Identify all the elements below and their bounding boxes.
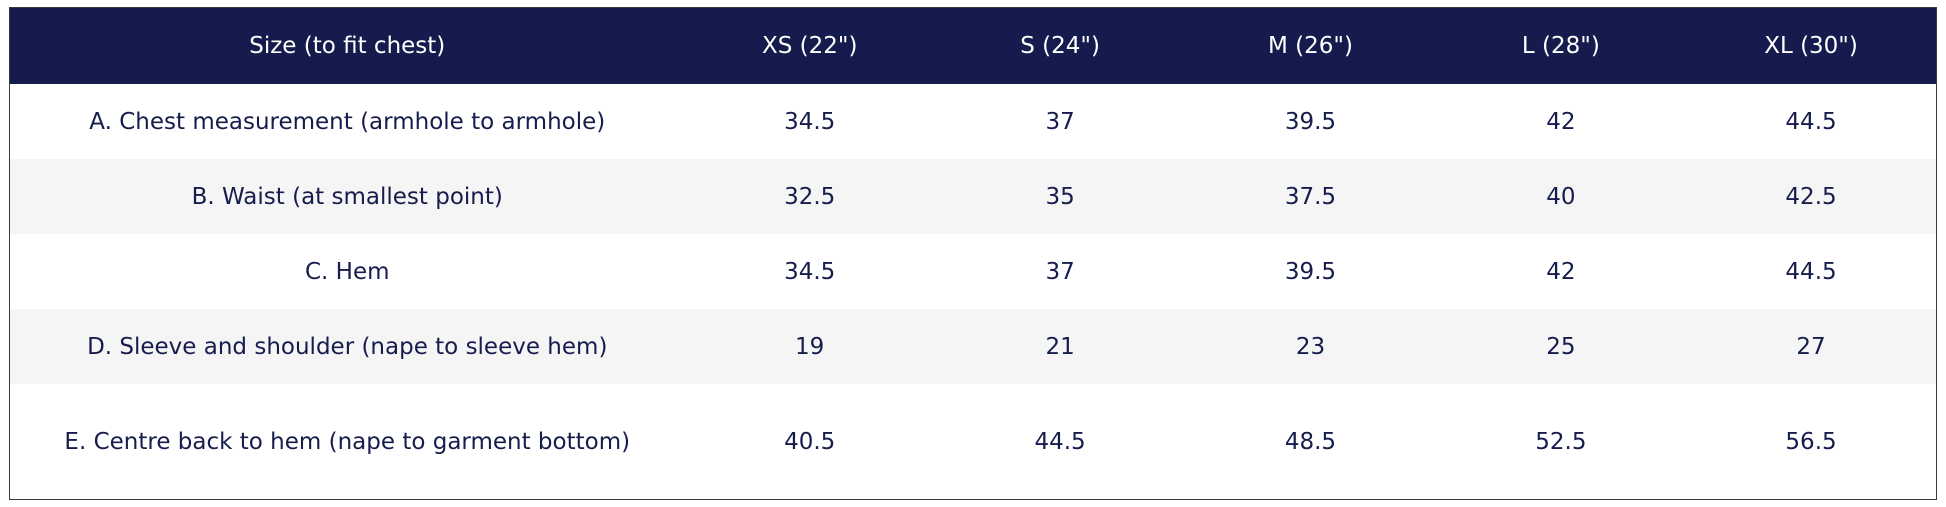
value: 40 (1546, 183, 1576, 210)
table-row: D. Sleeve and shoulder (nape to sleeve h… (9, 309, 1937, 384)
table-row: B. Waist (at smallest point) 32.5 35 37.5 40… (9, 159, 1937, 234)
value: 21 (1045, 333, 1075, 360)
value-cell: 34.5 (685, 84, 935, 159)
size-table: Size (to fit chest) XS (22") S (24") M (26"… (9, 7, 1937, 500)
value-cell: 19 (684, 309, 935, 384)
value-cell: 44.5 (1686, 84, 1936, 159)
value: 52.5 (1535, 428, 1587, 455)
value: 35 (1045, 183, 1075, 210)
row-label-cell: C. Hem (10, 234, 685, 309)
table-body: A. Chest measurement (armhole to armhole… (9, 84, 1937, 500)
header-cell: M (26") (1185, 7, 1436, 84)
header-cell: XS (22") (684, 7, 935, 84)
value: 42 (1546, 258, 1576, 285)
row-label-cell: A. Chest measurement (armhole to armhole… (10, 84, 685, 159)
value-cell: 39.5 (1185, 234, 1435, 309)
row-label-cell: B. Waist (at smallest point) (9, 159, 685, 234)
value: 34.5 (784, 108, 836, 135)
row-label: E. Centre back to hem (nape to garment b… (64, 428, 631, 455)
value: 42.5 (1785, 183, 1837, 210)
header-cell: S (24") (934, 7, 1186, 84)
value: 37 (1045, 258, 1075, 285)
value: 56.5 (1785, 428, 1837, 455)
row-label-cell: D. Sleeve and shoulder (nape to sleeve h… (9, 309, 685, 384)
value-cell: 35 (934, 159, 1186, 234)
value: 39.5 (1284, 108, 1337, 135)
value: 44.5 (1785, 258, 1837, 285)
value: 25 (1546, 333, 1576, 360)
value-cell: 42 (1436, 84, 1686, 159)
value-cell: 40.5 (685, 384, 935, 500)
value-cell: 44.5 (935, 384, 1185, 500)
value: 40.5 (784, 428, 836, 455)
value: 27 (1796, 333, 1826, 360)
value: 23 (1295, 333, 1326, 360)
value-cell: 48.5 (1185, 384, 1435, 500)
value-cell: 52.5 (1436, 384, 1686, 500)
value-cell: 25 (1435, 309, 1687, 384)
row-label: B. Waist (at smallest point) (191, 183, 503, 210)
row-label-cell: E. Centre back to hem (nape to garment b… (10, 384, 685, 500)
table-row: A. Chest measurement (armhole to armhole… (10, 84, 1937, 159)
header-row: Size (to fit chest) XS (22") S (24") M (26"… (9, 7, 1937, 84)
value: 44.5 (1785, 108, 1837, 135)
row-label: D. Sleeve and shoulder (nape to sleeve h… (87, 333, 608, 360)
value-cell: 37 (935, 234, 1185, 309)
value: 39.5 (1284, 258, 1337, 285)
value: 37 (1045, 108, 1075, 135)
value-cell: 37 (935, 84, 1185, 159)
value: 48.5 (1284, 428, 1337, 455)
value: 34.5 (784, 258, 836, 285)
value-cell: 32.5 (684, 159, 935, 234)
value-cell: 39.5 (1185, 84, 1435, 159)
row-label: A. Chest measurement (armhole to armhole… (89, 108, 606, 135)
value: 19 (795, 333, 825, 360)
value-cell: 42 (1436, 234, 1686, 309)
value: 44.5 (1034, 428, 1086, 455)
header-cell: Size (to fit chest) (9, 7, 685, 84)
value-cell: 21 (934, 309, 1186, 384)
value: 42 (1546, 108, 1576, 135)
header-cell: XL (30") (1686, 7, 1937, 84)
value-cell: 37.5 (1185, 159, 1436, 234)
value-cell: 34.5 (685, 234, 935, 309)
value-cell: 56.5 (1686, 384, 1936, 500)
value-cell: 23 (1185, 309, 1436, 384)
value-cell: 42.5 (1686, 159, 1937, 234)
value-cell: 40 (1435, 159, 1687, 234)
header-cell: L (28") (1435, 7, 1687, 84)
table-row: C. Hem 34.5 37 39.5 42 44.5 (10, 234, 1937, 309)
table-row: E. Centre back to hem (nape to garment b… (10, 384, 1937, 500)
value-cell: 44.5 (1686, 234, 1936, 309)
value: 37.5 (1284, 183, 1337, 210)
value: 32.5 (784, 183, 836, 210)
row-label: C. Hem (304, 258, 390, 285)
value-cell: 27 (1686, 309, 1937, 384)
